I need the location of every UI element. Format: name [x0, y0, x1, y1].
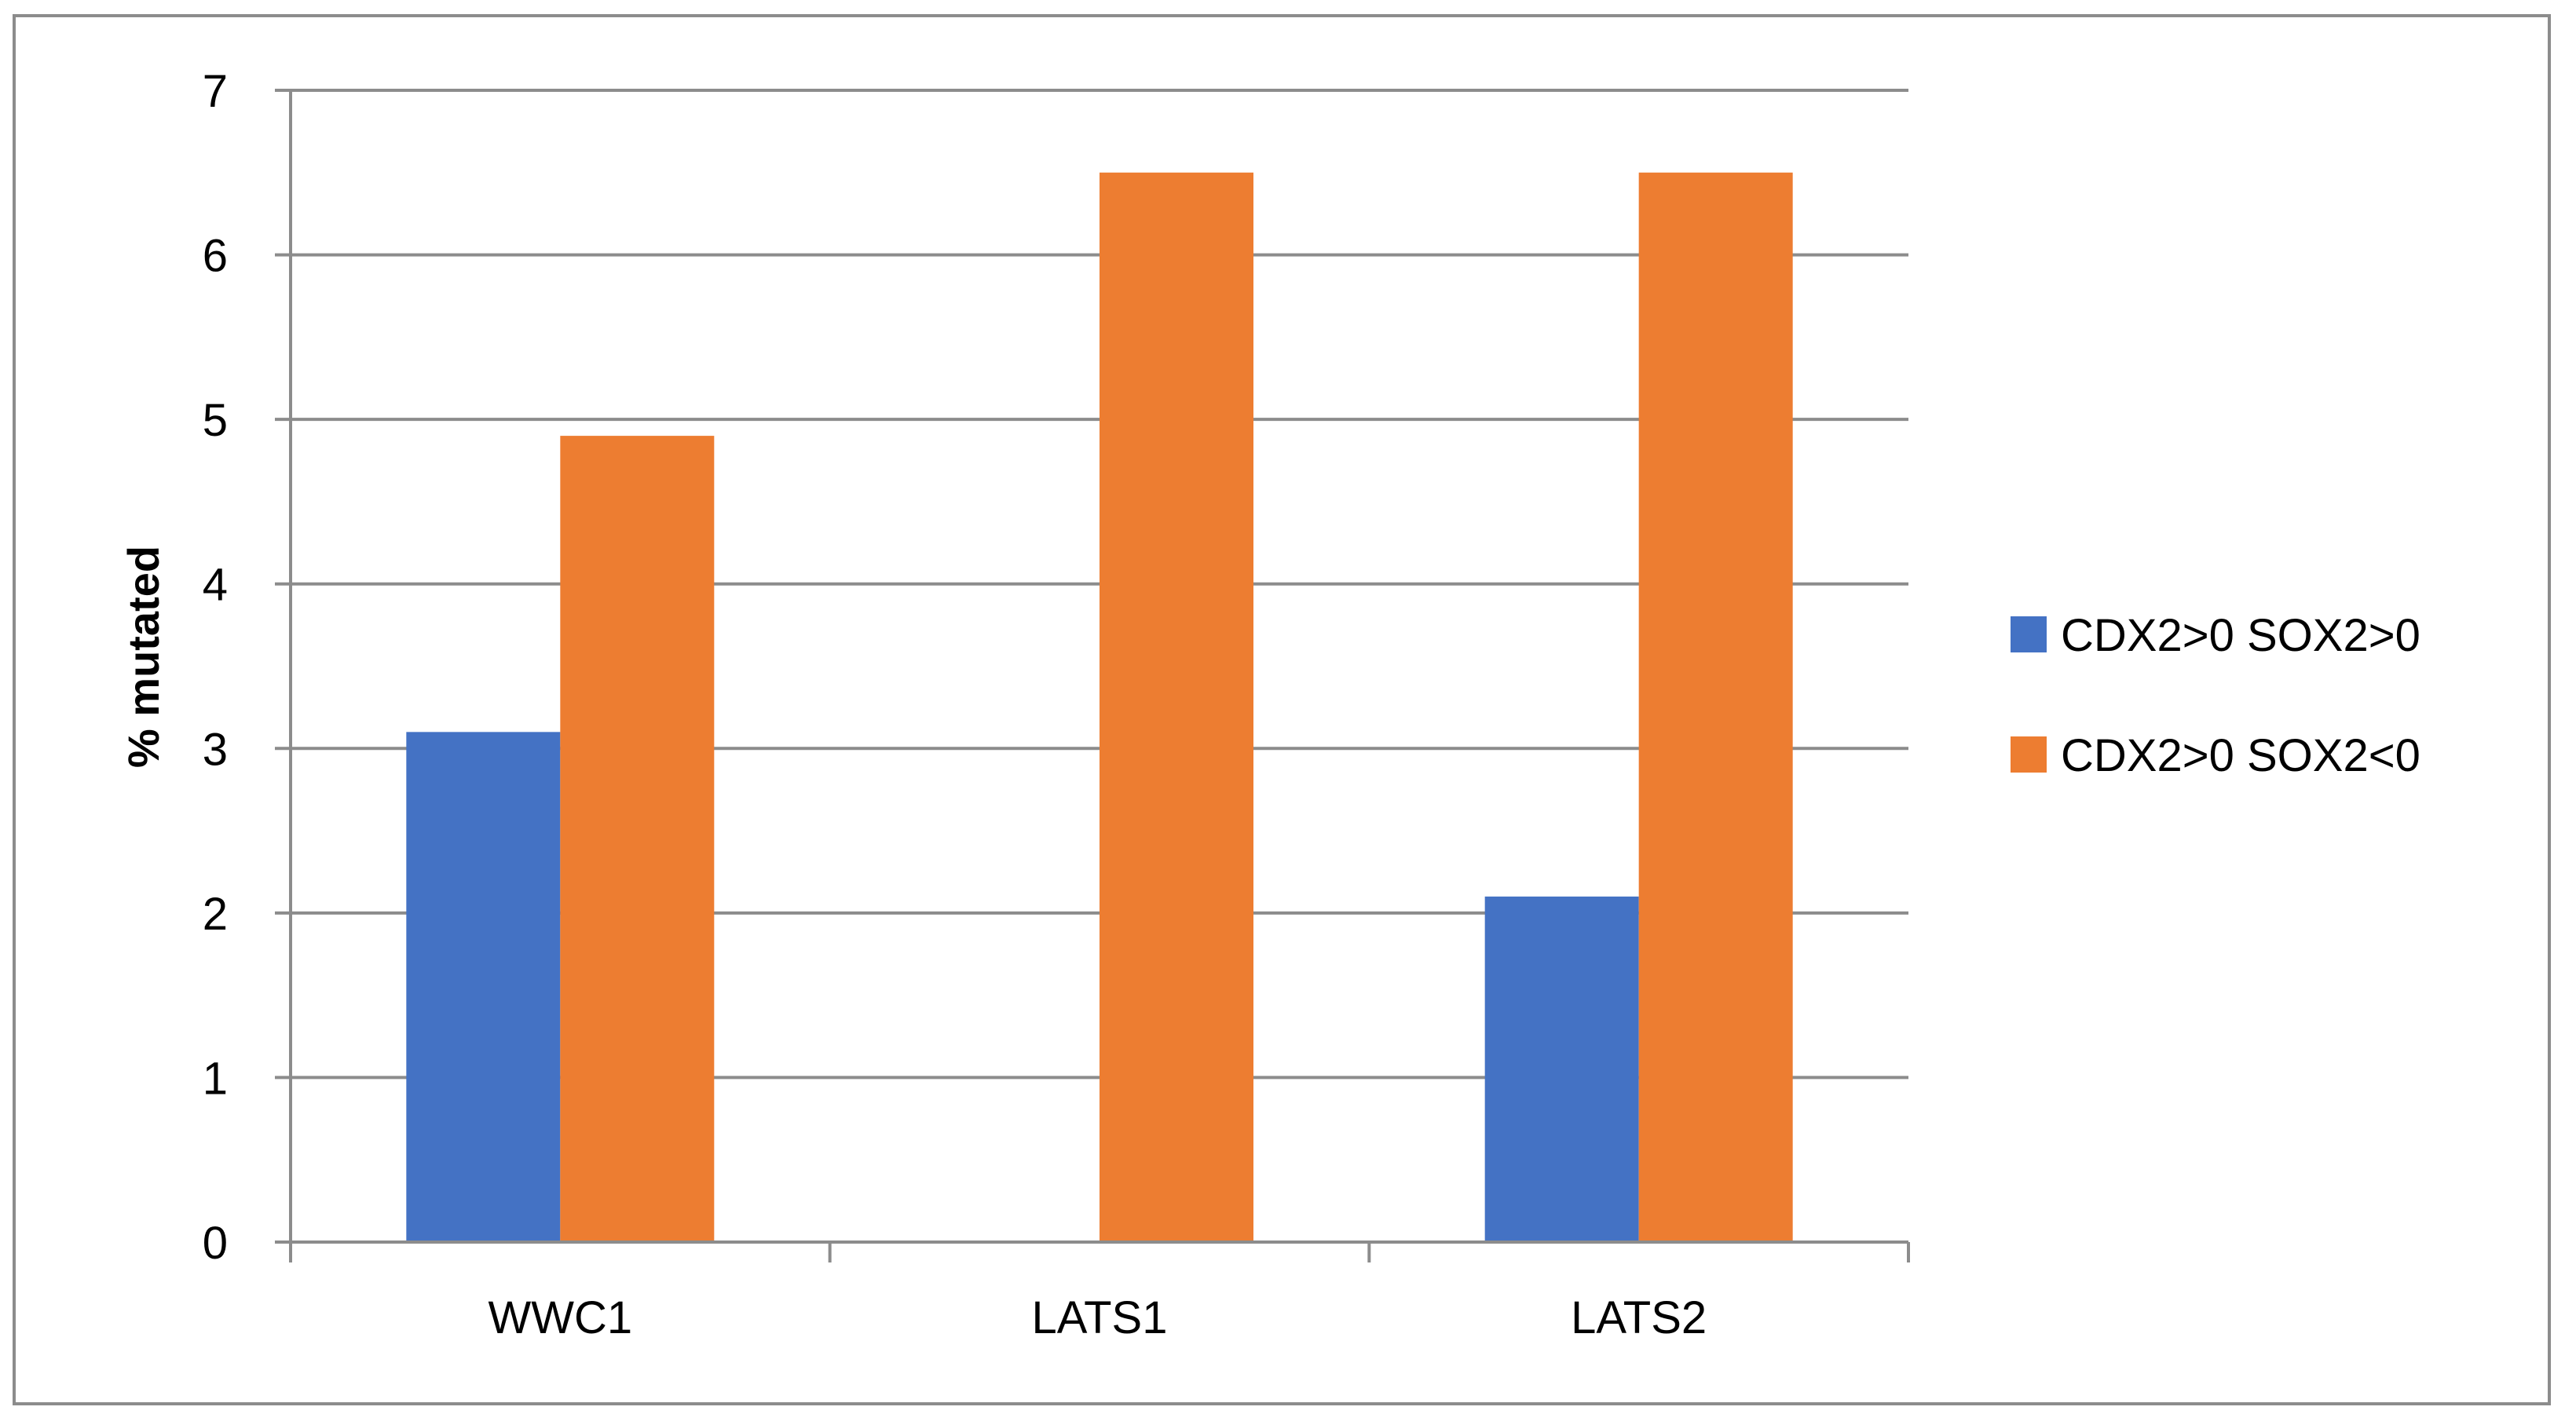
- y-axis-ticks: 0 1 2 3 4 5 6 7: [203, 66, 292, 1269]
- y-tick-label: 4: [203, 560, 228, 611]
- y-tick-label: 2: [203, 889, 228, 940]
- x-axis: WWC1 LATS1 LATS2: [289, 1240, 1910, 1343]
- y-tick-label: 1: [203, 1053, 228, 1104]
- legend-label-series-2: CDX2>0 SOX2<0: [2061, 730, 2420, 781]
- y-tick-label: 7: [203, 66, 228, 117]
- bar-lats2-series-2: [1638, 172, 1793, 1242]
- y-tick-label: 6: [203, 231, 228, 282]
- legend-swatch-series-2: [2011, 736, 2047, 773]
- y-tick-label: 5: [203, 395, 228, 446]
- bar-wwc1-series-1: [406, 732, 561, 1242]
- bar-lats1-series-2: [1100, 172, 1253, 1242]
- y-tick-label: 0: [203, 1218, 228, 1269]
- bar-wwc1-series-2: [560, 436, 715, 1242]
- legend-swatch-series-1: [2011, 616, 2047, 652]
- bar-lats2-series-1: [1484, 896, 1639, 1242]
- legend: CDX2>0 SOX2>0 CDX2>0 SOX2<0: [2011, 610, 2420, 781]
- x-tick-label: LATS2: [1571, 1292, 1707, 1343]
- bars: [406, 172, 1793, 1242]
- y-axis-title: % mutated: [119, 546, 168, 768]
- x-tick-label: LATS1: [1031, 1292, 1167, 1343]
- legend-label-series-1: CDX2>0 SOX2>0: [2061, 610, 2420, 661]
- x-tick-label: WWC1: [488, 1292, 633, 1343]
- y-tick-label: 3: [203, 724, 228, 775]
